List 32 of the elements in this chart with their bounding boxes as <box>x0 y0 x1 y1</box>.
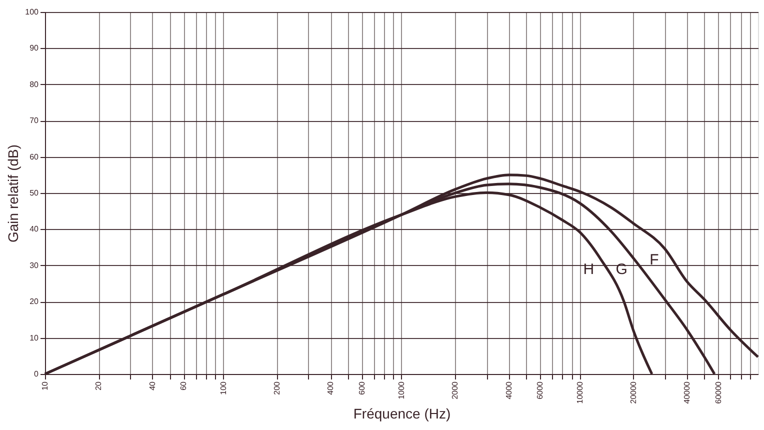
y-tick-label: 60 <box>30 152 40 162</box>
x-tick-label: 4000 <box>504 380 514 400</box>
x-tick-label: 10000 <box>575 380 584 404</box>
x-tick-label: 20 <box>94 380 104 390</box>
x-tick-label: 40 <box>148 380 157 390</box>
x-tick-label: 6000 <box>536 380 545 400</box>
x-tick-label: 600 <box>357 380 366 395</box>
x-tick-label: 2000 <box>450 380 460 400</box>
y-tick-label: 20 <box>30 297 40 306</box>
y-tick-label: 100 <box>25 8 40 16</box>
y-tick-label: 50 <box>30 188 40 198</box>
x-tick-label: 20000 <box>628 380 638 404</box>
x-axis-title: Fréquence (Hz) <box>353 406 451 422</box>
x-tick-label: 40000 <box>682 380 692 404</box>
annotation: G <box>616 261 628 278</box>
x-tick-label: 1000 <box>397 380 406 400</box>
x-tick-label: 400 <box>326 380 336 395</box>
annotation: F <box>650 252 659 269</box>
y-tick-label: 30 <box>30 260 40 270</box>
y-tick-label: 80 <box>30 80 40 89</box>
y-tick-label: 40 <box>30 224 40 234</box>
annotation: H <box>583 261 594 278</box>
x-tick-label: 200 <box>272 380 282 395</box>
y-tick-label: 70 <box>30 116 40 126</box>
x-tick-label: 10 <box>40 380 50 390</box>
y-axis-title: Gain relatif (dB) <box>5 144 22 243</box>
y-tick-label: 90 <box>30 44 40 53</box>
y-tick-label: 0 <box>34 370 40 378</box>
x-tick-label: 60000 <box>714 380 723 404</box>
x-tick-label: 60 <box>179 380 188 390</box>
x-tick-label: 100 <box>218 380 228 395</box>
y-tick-label: 10 <box>30 333 40 342</box>
